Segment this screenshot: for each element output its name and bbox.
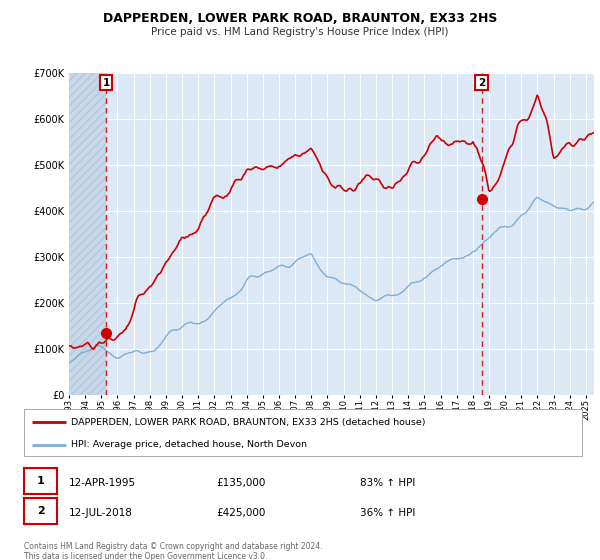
Text: DAPPERDEN, LOWER PARK ROAD, BRAUNTON, EX33 2HS (detached house): DAPPERDEN, LOWER PARK ROAD, BRAUNTON, EX… xyxy=(71,418,426,427)
Text: £425,000: £425,000 xyxy=(216,508,265,518)
Text: HPI: Average price, detached house, North Devon: HPI: Average price, detached house, Nort… xyxy=(71,440,307,449)
Text: 1: 1 xyxy=(37,476,44,486)
Text: 12-JUL-2018: 12-JUL-2018 xyxy=(69,508,133,518)
Text: 2: 2 xyxy=(478,78,485,87)
Text: 36% ↑ HPI: 36% ↑ HPI xyxy=(360,508,415,518)
Text: 12-APR-1995: 12-APR-1995 xyxy=(69,478,136,488)
Text: Price paid vs. HM Land Registry's House Price Index (HPI): Price paid vs. HM Land Registry's House … xyxy=(151,27,449,37)
Text: 1: 1 xyxy=(103,78,110,87)
Text: £135,000: £135,000 xyxy=(216,478,265,488)
Text: 2: 2 xyxy=(37,506,44,516)
Bar xyxy=(69,73,106,395)
Text: 83% ↑ HPI: 83% ↑ HPI xyxy=(360,478,415,488)
Text: Contains HM Land Registry data © Crown copyright and database right 2024.
This d: Contains HM Land Registry data © Crown c… xyxy=(24,542,323,560)
Text: DAPPERDEN, LOWER PARK ROAD, BRAUNTON, EX33 2HS: DAPPERDEN, LOWER PARK ROAD, BRAUNTON, EX… xyxy=(103,12,497,25)
